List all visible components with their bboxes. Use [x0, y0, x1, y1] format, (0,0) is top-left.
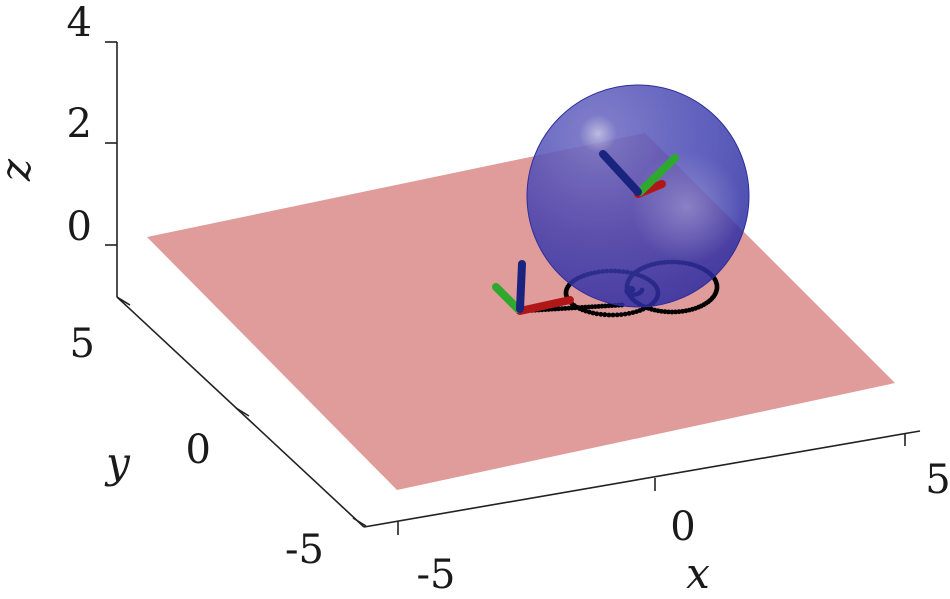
- trajectory-point: [630, 310, 636, 315]
- trajectory-point: [562, 306, 568, 311]
- x-tick-label-m5: -5: [417, 552, 456, 594]
- sphere-frame: [599, 150, 679, 198]
- x-tick-label-5: 5: [925, 457, 950, 503]
- trajectory-point: [622, 311, 628, 317]
- y-axis-label: y: [104, 438, 131, 487]
- y-tick-label-0: 0: [186, 427, 211, 473]
- x-tick-label-0: 0: [670, 504, 695, 550]
- trajectory-point: [592, 304, 598, 309]
- trajectory-point: [606, 312, 612, 318]
- trajectory-point: [669, 309, 675, 315]
- trajectory-point: [602, 312, 608, 318]
- trajectory-point: [676, 309, 682, 315]
- trajectory-point: [598, 311, 604, 317]
- y-tick-m5: [352, 517, 367, 527]
- x-axis-line: [363, 430, 921, 528]
- trajectory-point: [662, 309, 668, 315]
- base-frame: [492, 260, 574, 315]
- trajectory-point: [602, 303, 608, 309]
- y-axis-line: [116, 296, 365, 528]
- base-frame-z-axis: [516, 260, 526, 313]
- trajectory-point: [673, 309, 678, 315]
- trajectory-point: [680, 308, 685, 314]
- trajectory-point: [594, 311, 600, 317]
- y-tick-0: [235, 407, 250, 417]
- z-tick-label-0: 0: [67, 204, 92, 250]
- trajectory-point: [552, 306, 558, 312]
- z-tick-label-4: 4: [67, 0, 92, 46]
- trajectory-point: [590, 310, 596, 316]
- axis-lines: [105, 41, 921, 535]
- trajectory-point: [626, 311, 632, 316]
- sphere-frame-y-axis: [636, 154, 679, 196]
- y-tick-5: [116, 296, 131, 306]
- y-tick-label-m5: -5: [285, 527, 324, 573]
- z-tick-label-2: 2: [67, 101, 92, 147]
- z-axis-label: z: [0, 158, 40, 182]
- trajectory-point: [614, 312, 620, 318]
- trajectory-point: [666, 309, 671, 315]
- y-tick-label-5: 5: [70, 321, 95, 367]
- trajectory-point: [610, 312, 616, 318]
- trajectory-point: [618, 312, 624, 317]
- x-axis-label: x: [686, 549, 710, 594]
- base-frame-y-axis: [492, 283, 522, 313]
- base-frame-x-axis: [516, 296, 574, 315]
- trajectory-point: [634, 309, 639, 314]
- sphere-frame-z-axis: [599, 150, 642, 196]
